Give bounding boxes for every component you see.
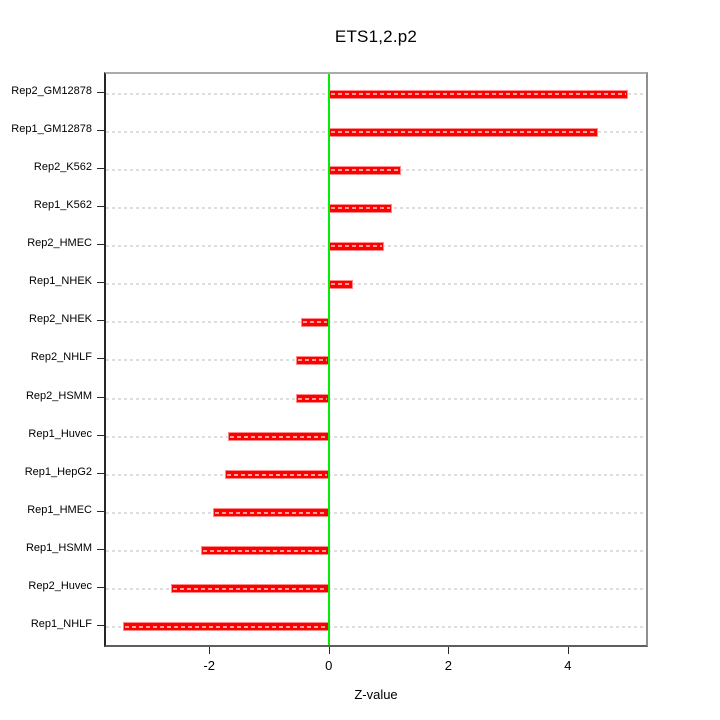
bar-rep1_nhek xyxy=(328,279,353,289)
y-tick-mark xyxy=(97,472,104,474)
bar-dash-pattern xyxy=(330,245,382,248)
y-tick-mark xyxy=(97,586,104,588)
y-tick-mark xyxy=(97,396,104,398)
y-tick-label: Rep2_HSMM xyxy=(25,389,92,402)
x-tick-label: -2 xyxy=(203,658,215,673)
x-tick-mark xyxy=(209,647,211,654)
bar-dash-pattern xyxy=(302,321,327,324)
y-tick-mark xyxy=(97,282,104,284)
y-tick-label: Rep1_GM12878 xyxy=(11,123,92,136)
bar-dash-pattern xyxy=(297,359,327,362)
y-tick-label: Rep2_GM12878 xyxy=(11,85,92,97)
y-tick-mark xyxy=(97,130,104,132)
row-gridline xyxy=(106,625,646,628)
bar-dash-pattern xyxy=(214,511,327,514)
y-tick-label: Rep1_HSMM xyxy=(25,541,92,554)
x-tick-mark xyxy=(567,647,569,654)
y-tick-mark xyxy=(97,624,104,626)
bar-dash-pattern xyxy=(330,207,390,210)
y-tick-label: Rep2_HMEC xyxy=(27,237,92,250)
bar-rep2_huvec xyxy=(170,584,329,594)
y-tick-label: Rep2_NHEK xyxy=(29,313,92,326)
y-tick-label: Rep2_Huvec xyxy=(28,579,92,592)
bar-dash-pattern xyxy=(172,587,327,590)
bar-dash-pattern xyxy=(330,169,399,172)
x-tick-label: 4 xyxy=(564,658,572,673)
bar-rep2_gm12878 xyxy=(328,89,628,99)
zero-reference-line xyxy=(327,74,330,645)
bar-rep1_k562 xyxy=(328,203,392,213)
plot-area xyxy=(104,72,648,647)
row-gridline xyxy=(106,511,646,514)
y-tick-mark xyxy=(97,358,104,360)
y-tick-label: Rep1_Huvec xyxy=(28,427,92,440)
y-tick-mark xyxy=(97,548,104,550)
row-gridline xyxy=(106,359,646,362)
bar-dash-pattern xyxy=(203,549,327,552)
bar-dash-pattern xyxy=(297,397,327,400)
x-tick-mark xyxy=(448,647,450,654)
row-gridline xyxy=(106,435,646,438)
x-tick-label: 2 xyxy=(444,658,452,673)
row-gridline xyxy=(106,473,646,476)
y-tick-label: Rep1_HMEC xyxy=(27,503,92,516)
bar-rep2_nhek xyxy=(300,317,329,327)
y-tick-label: Rep1_K562 xyxy=(33,199,92,212)
bar-rep2_hmec xyxy=(328,241,384,251)
row-gridline xyxy=(106,283,646,286)
y-tick-mark xyxy=(97,320,104,322)
x-tick-label: 0 xyxy=(325,658,333,673)
y-tick-label: Rep1_HepG2 xyxy=(24,465,92,478)
y-tick-mark xyxy=(97,434,104,436)
row-gridline xyxy=(106,397,646,400)
y-tick-label: Rep1_NHLF xyxy=(30,617,92,630)
y-tick-label: Rep2_NHLF xyxy=(30,351,92,364)
x-tick-mark xyxy=(328,647,330,654)
chart-title: ETS1,2.p2 xyxy=(334,27,418,46)
bar-rep2_k562 xyxy=(328,165,401,175)
bar-rep2_hsmm xyxy=(295,394,329,404)
y-tick-label: Rep2_K562 xyxy=(33,161,92,174)
bar-rep1_nhlf xyxy=(122,622,329,632)
bar-dash-pattern xyxy=(230,435,327,438)
y-tick-mark xyxy=(97,244,104,246)
bar-rep1_gm12878 xyxy=(328,127,598,137)
bar-rep2_nhlf xyxy=(295,355,329,365)
y-tick-mark xyxy=(97,510,104,512)
bar-dash-pattern xyxy=(124,625,327,628)
bar-rep1_hmec xyxy=(212,508,329,518)
bar-dash-pattern xyxy=(226,473,327,476)
y-tick-mark xyxy=(97,168,104,170)
bar-dash-pattern xyxy=(330,93,626,95)
row-gridline xyxy=(106,321,646,324)
bar-rep1_hsmm xyxy=(201,546,329,556)
y-tick-label: Rep1_NHEK xyxy=(29,275,92,288)
bar-dash-pattern xyxy=(330,283,351,286)
y-tick-mark xyxy=(97,206,104,208)
y-tick-mark xyxy=(97,92,104,93)
row-gridline xyxy=(106,549,646,552)
row-gridline xyxy=(106,587,646,590)
bar-rep1_hepg2 xyxy=(224,470,329,480)
x-axis-title: Z-value xyxy=(354,687,398,702)
bar-dash-pattern xyxy=(330,131,596,134)
bar-rep1_huvec xyxy=(228,432,329,442)
